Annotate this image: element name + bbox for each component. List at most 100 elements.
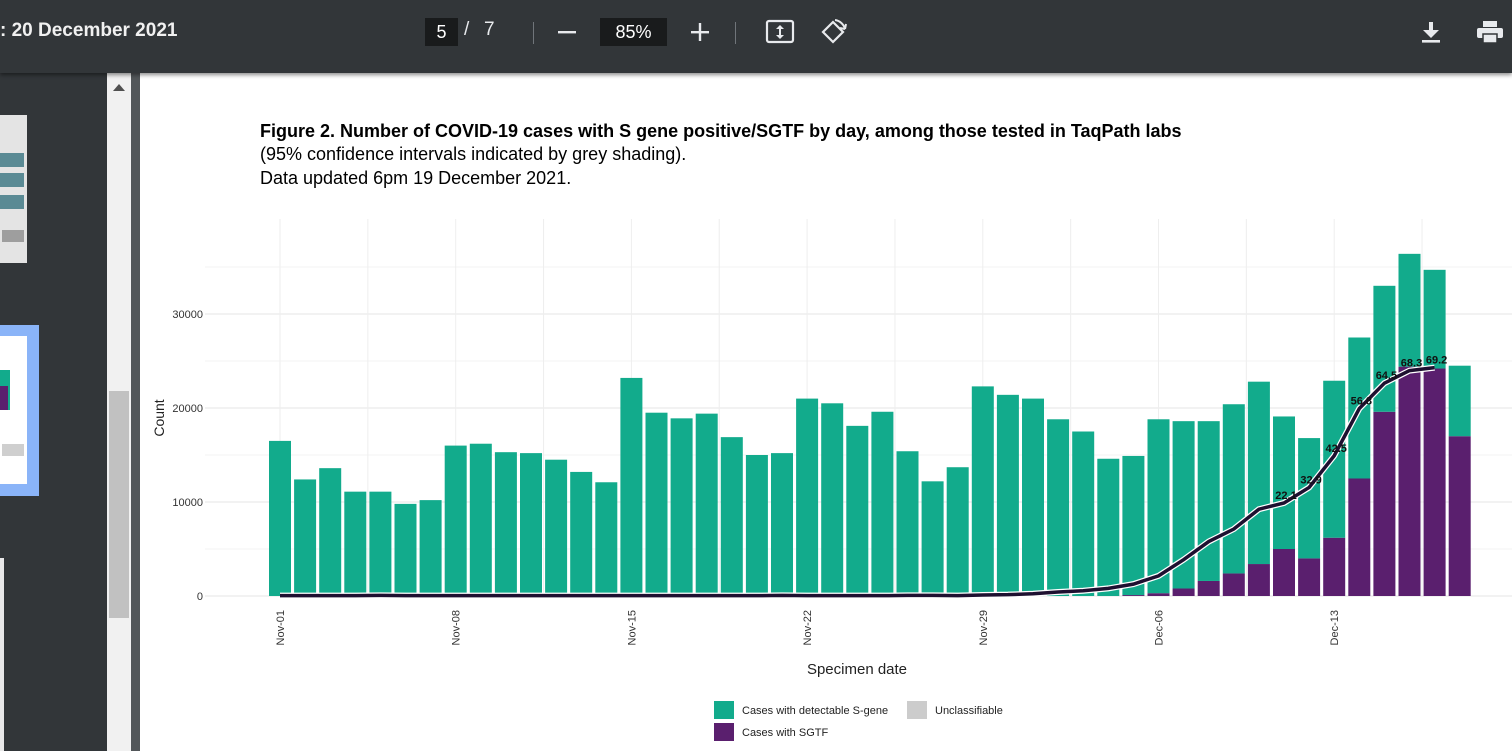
bar-s-gene	[720, 437, 743, 596]
data-label: 32.9	[1300, 474, 1321, 486]
bar-s-gene	[419, 500, 442, 596]
legend-label: Cases with detectable S-gene	[742, 705, 888, 717]
page-thumbnail[interactable]	[0, 558, 4, 751]
page-number-input[interactable]: 5	[425, 18, 458, 46]
bar-sgtf	[1172, 588, 1195, 596]
current-page-thumbnail-highlight[interactable]	[0, 325, 39, 496]
bar-s-gene	[1047, 419, 1070, 596]
rotate-button[interactable]	[815, 14, 851, 50]
bar-sgtf	[1122, 595, 1145, 596]
bar-s-gene	[871, 411, 894, 596]
bar-s-gene	[494, 452, 517, 596]
bar-sgtf	[1423, 368, 1446, 596]
bar-s-gene	[645, 412, 668, 596]
print-button[interactable]	[1472, 14, 1508, 50]
rotate-icon	[821, 19, 847, 44]
x-tick-label: Nov-15	[626, 610, 638, 645]
bar-s-gene	[971, 386, 994, 596]
bar-s-gene	[394, 503, 417, 596]
bar-sgtf	[1222, 573, 1245, 596]
thumbnail-preview	[0, 115, 27, 263]
bar-s-gene	[1398, 253, 1421, 367]
bar-s-gene	[1197, 421, 1220, 581]
bar-s-gene	[1172, 421, 1195, 589]
bar-s-gene	[1122, 455, 1145, 596]
bar-s-gene	[896, 451, 919, 596]
bar-s-gene	[1147, 419, 1170, 594]
bar-s-gene	[545, 459, 568, 596]
zoom-in-button[interactable]	[682, 14, 718, 50]
figure-subtitle: (95% confidence intervals indicated by g…	[260, 144, 687, 164]
zoom-level-input[interactable]: 85%	[600, 18, 667, 46]
bar-s-gene	[846, 425, 869, 596]
y-tick-label: 0	[197, 591, 203, 603]
figure-updated-note: Data updated 6pm 19 December 2021.	[260, 168, 572, 188]
bar-s-gene	[745, 455, 768, 596]
x-tick-label: Nov-22	[802, 610, 814, 645]
pdf-toolbar: : 20 December 2021 5 / 7 85%	[0, 0, 1512, 73]
page-total: 7	[484, 19, 495, 40]
bar-s-gene	[620, 377, 643, 596]
bar-s-gene	[1247, 381, 1270, 565]
scroll-up-arrow-icon[interactable]	[113, 84, 125, 91]
data-label: 68.3	[1401, 358, 1422, 370]
scrollbar-thumb[interactable]	[109, 391, 129, 618]
fit-page-icon	[765, 19, 795, 44]
sgtf-bar-chart: 22.1 32.9 42.5 56.8 64.5 68.3 69.2 0 10000 20000…	[151, 219, 1512, 741]
bar-s-gene	[319, 468, 342, 596]
y-tick-label: 20000	[172, 403, 203, 415]
x-tick-label: Nov-01	[275, 610, 287, 645]
zoom-in-icon	[691, 23, 709, 41]
toolbar-divider	[533, 22, 534, 44]
bar-sgtf	[1348, 478, 1371, 596]
bar-s-gene	[269, 440, 291, 596]
page-thumbnail[interactable]	[0, 115, 27, 263]
bar-s-gene	[1273, 416, 1295, 549]
zoom-out-button[interactable]	[549, 14, 585, 50]
bar-s-gene	[996, 394, 1019, 596]
bar-s-gene	[570, 471, 593, 596]
sgtf-proportion-line	[280, 365, 1435, 598]
bar-s-gene	[369, 491, 392, 596]
y-axis-label: Count	[151, 399, 167, 436]
bar-s-gene	[444, 445, 467, 596]
legend-label: Unclassifiable	[935, 705, 1003, 717]
bar-s-gene	[344, 491, 367, 596]
data-label: 22.1	[1275, 490, 1296, 502]
bar-sgtf	[1448, 436, 1471, 596]
fit-page-button[interactable]	[762, 14, 798, 50]
zoom-out-icon	[558, 31, 576, 34]
bar-s-gene	[595, 482, 618, 596]
bar-s-gene	[796, 398, 819, 596]
bar-sgtf	[1197, 580, 1220, 596]
bar-s-gene	[1298, 438, 1321, 559]
x-axis-label: Specimen date	[807, 661, 907, 678]
x-tick-label: Nov-29	[978, 610, 990, 645]
bar-s-gene	[1448, 365, 1471, 437]
legend-swatch	[714, 701, 734, 719]
bar-s-gene	[294, 479, 317, 596]
bar-s-gene	[469, 443, 492, 596]
bar-s-gene	[821, 403, 844, 596]
bar-sgtf	[1147, 593, 1170, 596]
bar-s-gene	[520, 453, 542, 596]
thumbnail-preview	[0, 336, 27, 484]
download-button[interactable]	[1413, 14, 1449, 50]
bar-s-gene	[1022, 398, 1044, 596]
bar-sgtf	[1373, 411, 1396, 596]
legend-label: Cases with SGTF	[742, 727, 828, 739]
document-title: : 20 December 2021	[0, 20, 178, 41]
data-label: 69.2	[1426, 355, 1447, 367]
page-separator: /	[464, 19, 470, 40]
data-label: 64.5	[1376, 370, 1397, 382]
data-label: 42.5	[1325, 443, 1346, 455]
x-tick-label: Nov-08	[451, 610, 463, 645]
bar-s-gene	[921, 481, 944, 596]
bar-s-gene	[771, 453, 793, 596]
data-label: 56.8	[1351, 396, 1372, 408]
x-tick-label: Dec-13	[1329, 610, 1341, 645]
x-tick-label: Dec-06	[1154, 610, 1166, 645]
bar-sgtf	[1398, 366, 1421, 596]
y-tick-label: 10000	[172, 497, 203, 509]
toolbar-divider	[735, 22, 736, 44]
